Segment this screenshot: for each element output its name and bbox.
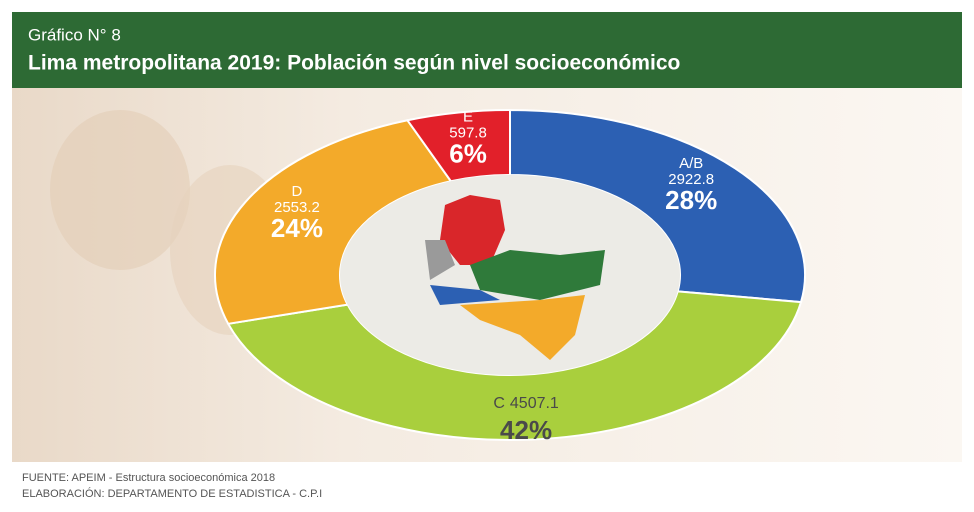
credit-note: ELABORACIÓN: DEPARTAMENTO DE ESTADISTICA… — [22, 487, 322, 500]
slice-label: C 4507.1 — [493, 395, 559, 412]
slice-percent: 24% — [271, 213, 323, 243]
slice-value: 597.8 — [449, 125, 487, 142]
map-region — [430, 285, 500, 305]
photo-face — [50, 110, 190, 270]
slice-value: 4507.1 — [510, 395, 559, 412]
map-region — [440, 195, 505, 265]
slice-percent: 6% — [449, 139, 487, 169]
header-band — [12, 12, 962, 88]
slice-value: 2922.8 — [668, 171, 714, 188]
slice-value: 2553.2 — [274, 199, 320, 216]
chart-subtitle: Gráfico N° 8 — [28, 25, 121, 44]
map-decoration — [340, 175, 680, 375]
slice-category: D — [292, 183, 303, 200]
slice-category: E — [463, 109, 473, 126]
slice-category: A/B — [679, 155, 703, 172]
chart-title: Lima metropolitana 2019: Población según… — [28, 52, 680, 75]
slice-category: C — [493, 395, 505, 412]
slice-percent: 28% — [665, 185, 717, 215]
source-note: FUENTE: APEIM - Estructura socioeconómic… — [22, 472, 275, 484]
slice-percent: 42% — [500, 415, 552, 445]
map-region — [470, 250, 605, 300]
map-region — [425, 240, 455, 280]
map-region — [460, 295, 585, 360]
